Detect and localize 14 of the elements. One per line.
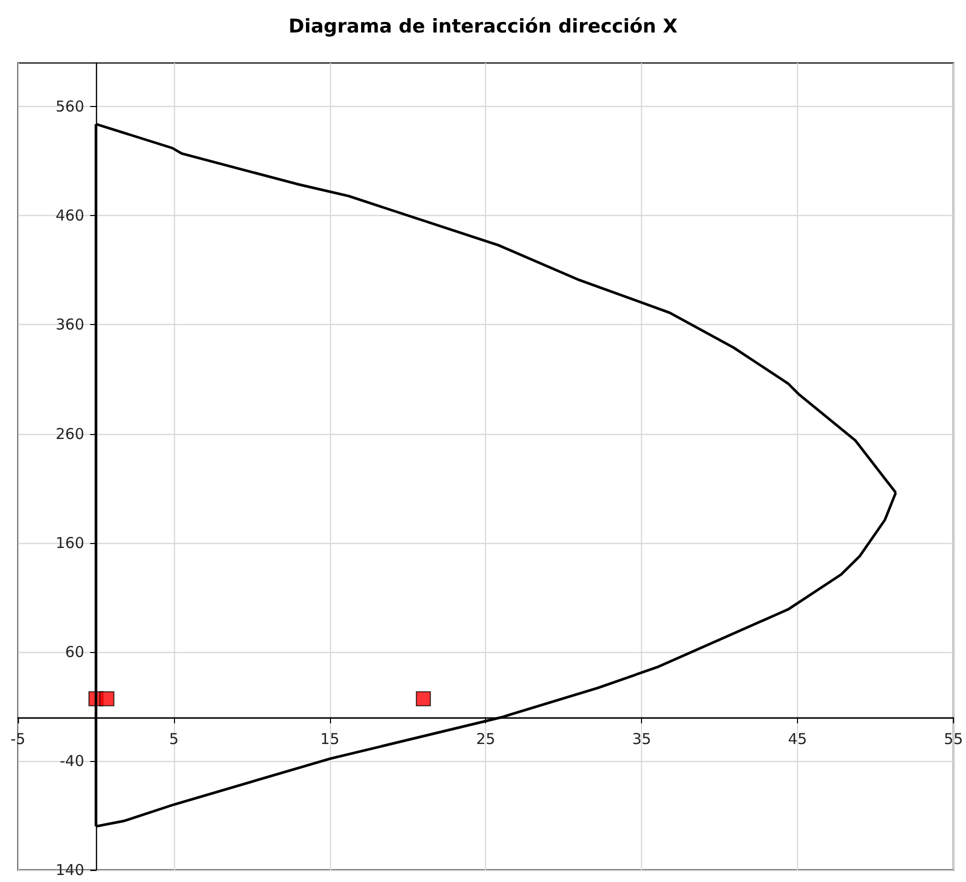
x-tick-label: 5 (169, 730, 179, 748)
x-tick-label: 15 (320, 730, 340, 748)
y-tick-label: 460 (56, 206, 84, 225)
y-tick-label: 560 (56, 98, 84, 116)
x-tick-label: 55 (944, 730, 964, 748)
y-tick-label: -40 (60, 752, 84, 770)
x-tick-label: 35 (632, 730, 652, 748)
x-tick-label: 45 (788, 730, 808, 748)
x-tick-label: 25 (476, 730, 496, 748)
y-tick-label: 360 (56, 316, 84, 334)
y-tick-label: 260 (56, 424, 84, 443)
y-tick-label: 60 (65, 642, 84, 661)
y-tick-label: 160 (56, 534, 84, 552)
chart-title: Diagrama de interacción dirección X (288, 16, 678, 38)
